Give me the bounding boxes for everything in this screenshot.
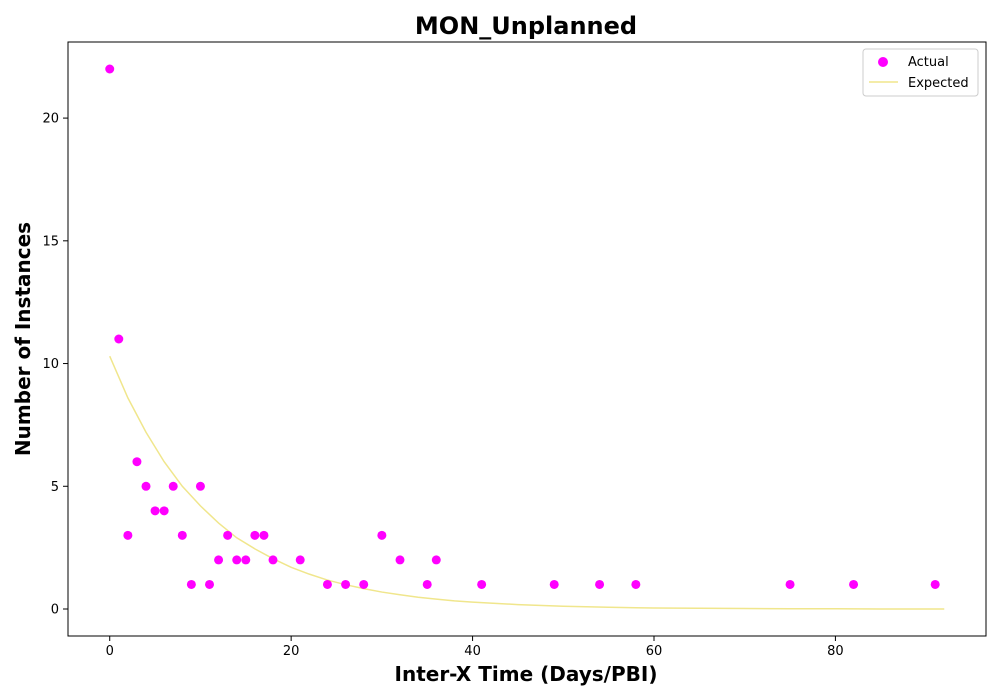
actual-point (250, 530, 260, 540)
actual-point (114, 334, 124, 344)
x-axis: 0 20 40 60 80 (106, 636, 844, 659)
actual-point (159, 506, 169, 516)
legend-expected-label: Expected (908, 76, 969, 91)
actual-point (105, 64, 115, 74)
actual-point (150, 506, 160, 516)
actual-point (186, 579, 196, 589)
actual-point (431, 555, 441, 565)
actual-point (785, 579, 795, 589)
x-tick-label: 0 (106, 644, 114, 659)
x-axis-label: Inter-X Time (Days/PBI) (395, 662, 658, 686)
y-tick-label: 10 (42, 357, 59, 372)
actual-point (477, 579, 487, 589)
actual-point (377, 530, 387, 540)
legend-actual-label: Actual (908, 55, 949, 70)
actual-point (422, 579, 432, 589)
actual-point (268, 555, 278, 565)
actual-point (168, 481, 178, 491)
actual-point (132, 457, 142, 467)
actual-point (631, 579, 641, 589)
actual-point (322, 579, 332, 589)
actual-point (223, 530, 233, 540)
actual-point (141, 481, 151, 491)
chart-title: MON_Unplanned (415, 12, 637, 40)
y-axis: 0 5 10 15 20 (42, 112, 68, 618)
x-tick-label: 20 (283, 644, 300, 659)
plot-frame (67, 41, 987, 637)
y-tick-label: 5 (51, 480, 59, 495)
x-tick-label: 60 (646, 644, 663, 659)
actual-point (359, 579, 369, 589)
actual-point (177, 530, 187, 540)
actual-point (241, 555, 251, 565)
actual-point (549, 579, 559, 589)
legend-box (862, 48, 979, 97)
actual-point (395, 555, 405, 565)
plot-area (105, 64, 945, 610)
y-axis-label: Number of Instances (11, 222, 35, 456)
actual-point (123, 530, 133, 540)
y-tick-label: 20 (42, 112, 59, 127)
legend: Actual Expected (862, 48, 979, 97)
actual-point (195, 481, 205, 491)
x-tick-label: 80 (827, 644, 844, 659)
actual-point (232, 555, 242, 565)
actual-point (930, 579, 940, 589)
expected-line (109, 355, 945, 610)
actual-point (214, 555, 224, 565)
actual-point (295, 555, 305, 565)
actual-point (849, 579, 859, 589)
actual-point (595, 579, 605, 589)
actual-point (341, 579, 351, 589)
y-tick-label: 15 (42, 234, 59, 249)
actual-point (259, 530, 269, 540)
y-tick-label: 0 (51, 603, 59, 618)
legend-actual-marker (878, 57, 888, 67)
x-tick-label: 40 (464, 644, 481, 659)
actual-point (205, 579, 215, 589)
